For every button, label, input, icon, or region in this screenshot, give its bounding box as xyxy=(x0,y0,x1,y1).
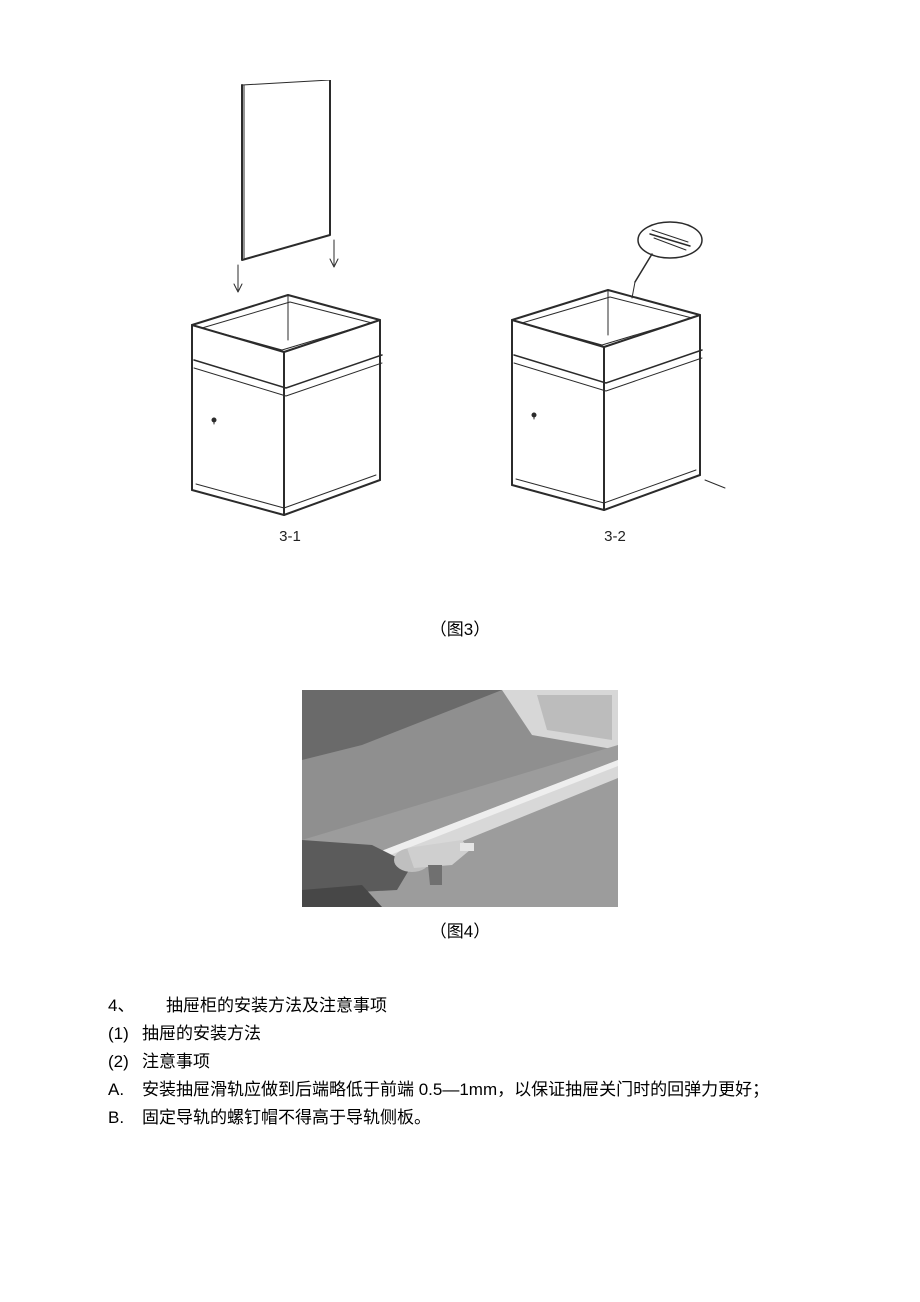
figure3-caption: （图3） xyxy=(100,615,820,640)
figure3-1-diagram xyxy=(180,80,400,520)
list-item-sub1: (1) 抽屉的安装方法 xyxy=(108,1020,820,1048)
list-text: 抽屉柜的安装方法及注意事项 xyxy=(166,992,820,1020)
list-item-noteA: A. 安装抽屉滑轨应做到后端略低于前端 0.5—1mm，以保证抽屉关门时的回弹力… xyxy=(108,1076,820,1104)
list-marker: (2) xyxy=(108,1048,142,1076)
figure3-2-block: 3-2 xyxy=(500,220,730,545)
figure3-1-label: 3-1 xyxy=(279,528,301,545)
figure4-caption: （图4） xyxy=(430,917,490,942)
figure3-row: 3-1 xyxy=(180,80,820,545)
instruction-list: 4、 抽屉柜的安装方法及注意事项 (1) 抽屉的安装方法 (2) 注意事项 A.… xyxy=(108,992,820,1132)
list-marker: (1) xyxy=(108,1020,142,1048)
list-text: 注意事项 xyxy=(142,1048,820,1076)
figure3-2-label: 3-2 xyxy=(604,528,626,545)
list-marker: A. xyxy=(108,1076,142,1104)
figure4-wrap: （图4） xyxy=(100,690,820,992)
list-text: 固定导轨的螺钉帽不得高于导轨侧板。 xyxy=(142,1104,820,1132)
list-text: 抽屉的安装方法 xyxy=(142,1020,820,1048)
list-marker: B. xyxy=(108,1104,142,1132)
figure4-photo xyxy=(302,690,618,907)
figure3-2-diagram xyxy=(500,220,730,520)
list-text: 安装抽屉滑轨应做到后端略低于前端 0.5—1mm，以保证抽屉关门时的回弹力更好； xyxy=(142,1076,820,1104)
list-marker: 4、 xyxy=(108,992,166,1020)
figure3-1-block: 3-1 xyxy=(180,80,400,545)
list-item-4: 4、 抽屉柜的安装方法及注意事项 xyxy=(108,992,820,1020)
list-item-noteB: B. 固定导轨的螺钉帽不得高于导轨侧板。 xyxy=(108,1104,820,1132)
list-item-sub2: (2) 注意事项 xyxy=(108,1048,820,1076)
